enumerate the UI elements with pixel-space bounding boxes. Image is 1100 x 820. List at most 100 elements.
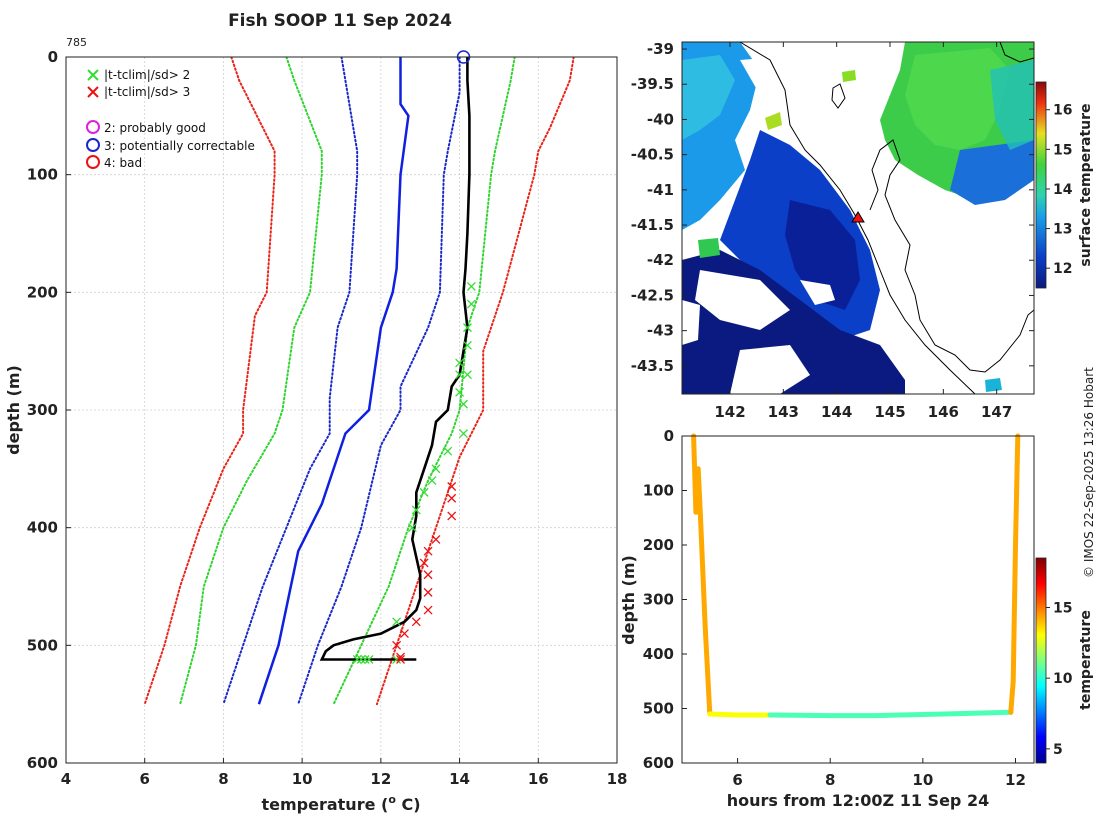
flag-sd2-marker: [443, 446, 453, 456]
flag-sd2-marker: [431, 464, 441, 474]
flag-sd3-marker: [423, 587, 433, 597]
flag-sd3-marker: [400, 629, 409, 639]
copyright-text: © IMOS 22-Sep-2025 13:26 Hobart: [1082, 367, 1096, 578]
map-cbar-tick-label: 14: [1053, 182, 1073, 198]
legend-entry-sd2: |t-tclim|/sd> 2: [87, 68, 190, 82]
flag-sd3-marker: [419, 558, 429, 568]
west-shelf-light: [682, 55, 735, 140]
profile-xtick-label: 14: [449, 770, 470, 788]
north-white-patch-2: [820, 42, 900, 95]
flag-sd3-marker: [423, 546, 433, 556]
map-xtick-label: 144: [821, 403, 852, 421]
east-coastal-water: [985, 300, 1034, 394]
legend-entry-qc3: 3: potentially correctable: [86, 138, 255, 153]
time-ytick-label: 0: [664, 427, 674, 445]
profile-xtick-label: 16: [528, 770, 549, 788]
king-island: [831, 83, 846, 109]
profile-ytick-label: 100: [27, 166, 58, 184]
flag-sd2-marker: [466, 281, 476, 291]
profile-xtick-label: 4: [61, 770, 71, 788]
flag-sd2-marker: [455, 370, 465, 380]
flag-sd2-marker: [459, 429, 468, 438]
map-xtick-label: 147: [981, 403, 1012, 421]
profile-ytick-label: 400: [27, 519, 58, 537]
profile-xtick-label: 10: [292, 770, 313, 788]
profile-series-clim-2sd: [179, 57, 323, 706]
sst-map: 142 143 144 145 146 147 -39 -39.5 -40 -40.5 -41 -41…: [631, 40, 1094, 421]
profile-plot: 4 6 8 10 12 14 16 18 0 100 200 300 400 500 600 tempera…: [4, 48, 627, 814]
profile-series: [143, 57, 575, 706]
flag-sd3-marker: [423, 605, 433, 615]
map-xtick-label: 146: [928, 403, 959, 421]
time-ticks: 6 8 10 12 0 100 200 300 400 500 600: [643, 427, 1026, 789]
green-speck-nw: [765, 112, 782, 130]
map-cbar-tick-label: 13: [1053, 222, 1072, 238]
profile-grid: [66, 57, 617, 763]
legend-entry-qc4: 4: bad: [86, 155, 142, 170]
map-ytick-label: -40.5: [631, 146, 674, 164]
map-cbar-tick-label: 15: [1053, 142, 1072, 158]
coastline-north: [999, 42, 1034, 63]
north-white-patch-1: [740, 55, 820, 100]
legend-red-x-icon: [87, 86, 99, 98]
teal-patch-ne: [990, 60, 1034, 150]
map-ytick-label: -40: [647, 110, 674, 128]
profile-xtick-label: 12: [370, 770, 391, 788]
green-speck-n: [842, 70, 856, 82]
flag-sd3-marker: [411, 617, 421, 627]
legend-label-qc4: 4: bad: [104, 156, 142, 170]
map-xtick-label: 142: [714, 403, 745, 421]
flag-sd2-marker: [466, 299, 476, 309]
time-cbar-tick-label: 10: [1053, 671, 1073, 687]
profile-id: 785: [66, 36, 87, 49]
time-ytick-label: 400: [643, 645, 674, 663]
profile-ylabel: depth (m): [4, 365, 23, 455]
tasmania-land: [860, 185, 1030, 394]
profile-flags: [352, 50, 476, 664]
flag-sd2-marker: [455, 387, 465, 397]
time-ytick-label: 300: [643, 591, 674, 609]
map-colorbar: [1035, 81, 1047, 289]
flag-sd3-marker: [396, 652, 405, 662]
time-track-segment-2: [767, 709, 1014, 719]
legend-red-circle-icon: [86, 155, 100, 169]
legend-label-qc2: 2: probably good: [104, 121, 206, 135]
legend-green-x-icon: [87, 69, 99, 81]
time-cbar-tick-label: 15: [1053, 600, 1072, 616]
time-xtick-label: 8: [825, 771, 835, 789]
flag-sd3-marker: [447, 511, 457, 521]
legend-entry-sd3: |t-tclim|/sd> 3: [87, 85, 190, 99]
flag-sd2-marker: [459, 399, 468, 409]
profile-xtick-label: 18: [607, 770, 628, 788]
cloud-gap-1: [695, 270, 790, 330]
map-ytick-label: -39: [647, 40, 674, 58]
cloud-gap-3: [800, 280, 835, 305]
time-xtick-label: 12: [1005, 771, 1026, 789]
flag-sd2-marker: [356, 654, 366, 664]
profile-ytick-label: 500: [27, 636, 58, 654]
east-cyan-speck: [985, 378, 1002, 392]
map-cbar-tick-label: 16: [1053, 103, 1072, 119]
time-colorbar: [1035, 557, 1047, 764]
profile-series-clim-1sd: [222, 57, 359, 706]
time-ytick-label: 500: [643, 700, 674, 718]
flag-sd2-marker: [419, 487, 429, 497]
flag-sd2-marker: [364, 654, 374, 664]
warm-water-core: [905, 48, 1010, 150]
profile-xtick-label: 8: [218, 770, 228, 788]
time-xtick-label: 6: [732, 771, 742, 789]
map-ytick-label: -42: [647, 251, 674, 269]
flag-sd2-marker: [392, 654, 402, 664]
flag-sd2-marker: [392, 617, 402, 627]
flag-sd3-marker: [447, 482, 457, 491]
flag-sd2-marker: [352, 654, 362, 664]
legend-label-sd3: |t-tclim|/sd> 3: [104, 85, 190, 99]
time-track-segment-1: [707, 711, 773, 718]
profile-ytick-label: 0: [48, 48, 58, 66]
time-ylabel: depth (m): [619, 555, 638, 645]
flag-sd2-marker: [360, 654, 370, 664]
map-station-marker: [851, 211, 865, 223]
map-field: [682, 42, 1034, 394]
time-depth-plot: 6 8 10 12 0 100 200 300 400 500 600 hours from 12:…: [619, 427, 1094, 810]
cool-patch-east: [950, 140, 1034, 205]
